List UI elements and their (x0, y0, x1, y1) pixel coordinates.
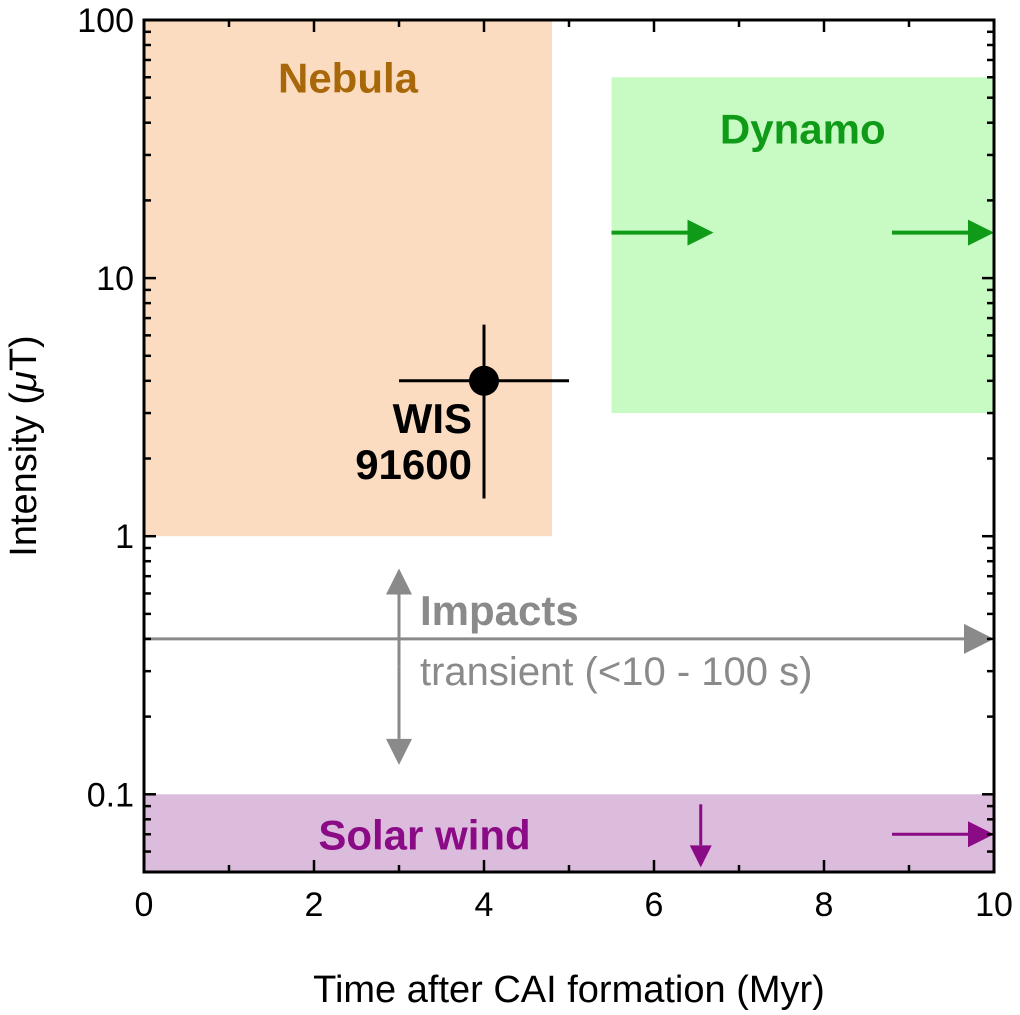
regions-layer (144, 20, 994, 872)
impacts-up-arrow (386, 568, 412, 667)
x-axis-label: Time after CAI formation (Myr) (313, 969, 825, 1011)
y-axis-label-mu: μ (3, 371, 45, 393)
impacts-down-arrow (386, 666, 412, 765)
y-tick-label: 100 (77, 2, 134, 40)
impacts-up-arrow-head (386, 568, 412, 595)
x-tick-label-4: 4 (475, 886, 494, 924)
x-tick-label-0: 0 (135, 886, 154, 924)
data-point-marker (469, 365, 499, 396)
x-tick-label-8: 8 (815, 886, 834, 924)
solar-wind-arrow-right (892, 821, 994, 848)
impacts-horizontal-arrow (144, 623, 994, 654)
dynamo-arrow-1 (611, 219, 714, 246)
arrows-layer (611, 219, 994, 868)
impacts-label: Impacts (420, 587, 579, 634)
y-tick-label: 10 (96, 260, 134, 298)
dynamo-label: Dynamo (720, 105, 886, 152)
x-tick-label-6: 6 (645, 886, 664, 924)
sample-label-line1: WIS (393, 395, 472, 442)
region-dynamo (611, 77, 994, 414)
y-tick-label: 1 (115, 518, 134, 556)
ticks-layer: 0 2 4 6 8 10 0.1 1 10 100 (77, 2, 1013, 924)
y-axis-label-main: Intensity ( (3, 392, 45, 557)
nebula-label: Nebula (278, 54, 419, 101)
solar-wind-arrow-right-head (968, 821, 994, 848)
solar-wind-label: Solar wind (318, 811, 530, 858)
y-axis-label-end: T) (3, 335, 45, 371)
impacts-horizontal-arrow-head (964, 623, 994, 654)
dynamo-arrow-2-head (968, 219, 994, 246)
sample-label-line2: 91600 (355, 441, 472, 488)
region-solar-wind (144, 794, 994, 872)
solar-wind-arrow-down (689, 804, 712, 868)
x-tick-label-10: 10 (975, 886, 1013, 924)
impacts-down-arrow-head (386, 738, 412, 765)
impacts-sublabel: transient (<10 - 100 s) (420, 650, 812, 694)
y-tick-label: 0.1 (87, 776, 134, 814)
solar-wind-arrow-down-head (689, 845, 712, 868)
dynamo-arrow-1-head (687, 219, 714, 246)
y-axis-label: Intensity (μT) (3, 335, 45, 556)
dynamo-arrow-2 (892, 219, 994, 246)
data-point-layer (399, 324, 569, 499)
x-tick-label-2: 2 (305, 886, 324, 924)
impacts-layer (144, 568, 994, 765)
